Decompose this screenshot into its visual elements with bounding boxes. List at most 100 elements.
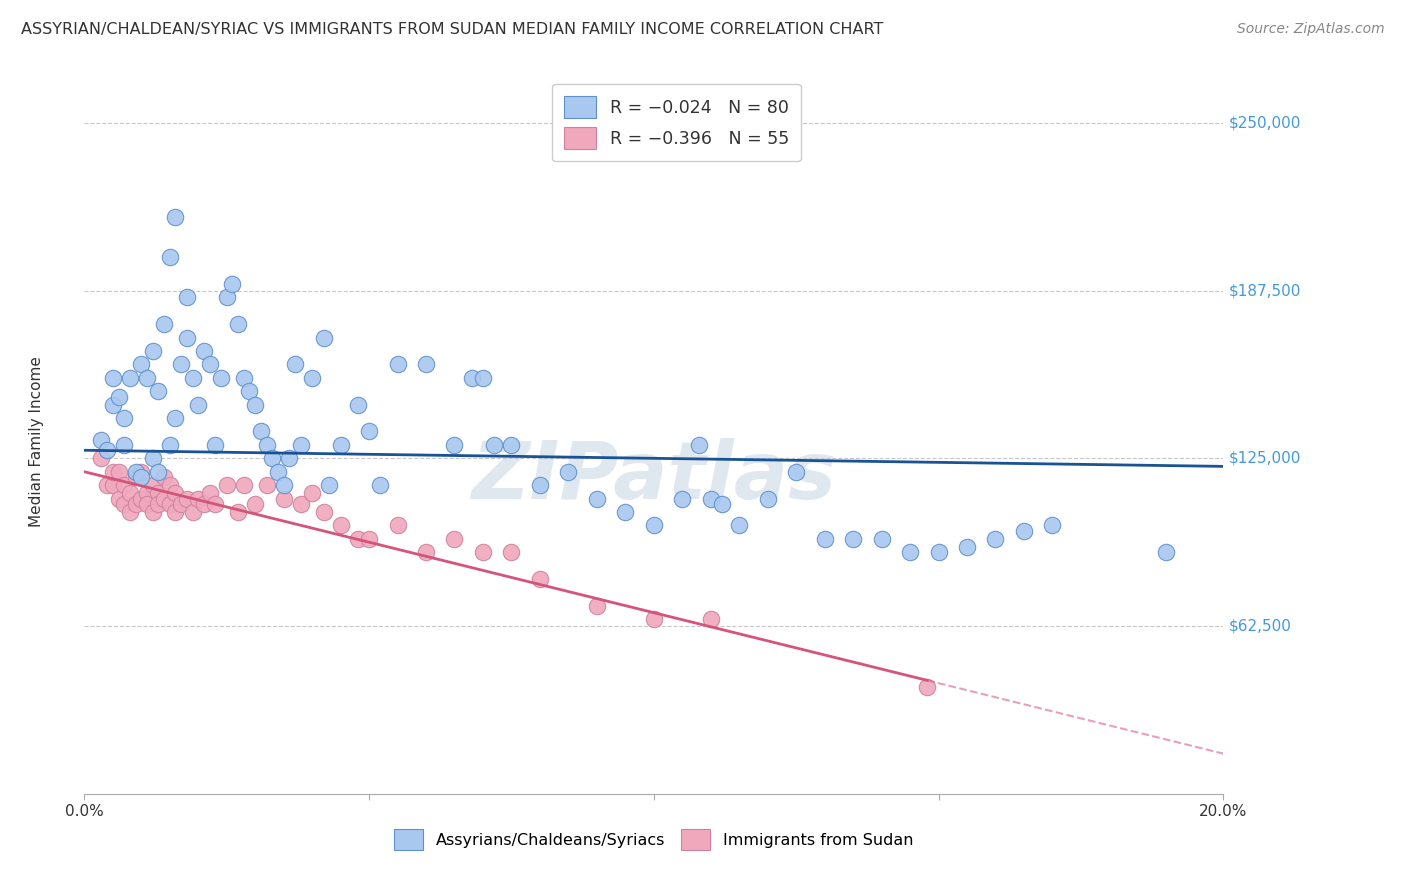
Point xyxy=(153,470,176,484)
Point xyxy=(301,371,323,385)
Point xyxy=(204,438,226,452)
Point xyxy=(165,411,187,425)
Point xyxy=(187,491,209,506)
Point xyxy=(118,371,141,385)
Point xyxy=(170,497,193,511)
Point xyxy=(318,478,340,492)
Point xyxy=(232,478,254,492)
Point xyxy=(415,545,437,559)
Point xyxy=(101,398,124,412)
Text: Median Family Income: Median Family Income xyxy=(30,356,44,527)
Point xyxy=(148,497,170,511)
Point xyxy=(346,398,368,412)
Point xyxy=(250,425,273,439)
Point xyxy=(1012,524,1035,538)
Point xyxy=(176,290,198,304)
Point xyxy=(842,532,865,546)
Point xyxy=(267,465,290,479)
Point xyxy=(415,357,437,371)
Text: Source: ZipAtlas.com: Source: ZipAtlas.com xyxy=(1237,22,1385,37)
Point xyxy=(101,478,124,492)
Point xyxy=(312,505,335,519)
Point xyxy=(159,497,181,511)
Point xyxy=(278,451,301,466)
Point xyxy=(273,491,295,506)
Point xyxy=(284,357,307,371)
Point xyxy=(131,470,153,484)
Point xyxy=(159,250,181,264)
Point xyxy=(643,518,665,533)
Point xyxy=(142,343,165,358)
Point xyxy=(142,451,165,466)
Point xyxy=(238,384,260,399)
Point xyxy=(614,505,637,519)
Point xyxy=(472,545,495,559)
Point xyxy=(181,371,204,385)
Point xyxy=(226,317,249,331)
Point xyxy=(107,491,129,506)
Point xyxy=(136,486,159,500)
Point xyxy=(387,357,409,371)
Point xyxy=(165,505,187,519)
Point xyxy=(956,540,979,554)
Point xyxy=(262,451,284,466)
Point xyxy=(112,411,135,425)
Point xyxy=(460,371,482,385)
Point xyxy=(215,290,238,304)
Point xyxy=(346,532,368,546)
Point xyxy=(245,497,267,511)
Point xyxy=(159,438,181,452)
Point xyxy=(915,680,938,694)
Point xyxy=(148,384,170,399)
Text: $62,500: $62,500 xyxy=(1229,618,1292,633)
Point xyxy=(728,518,751,533)
Point xyxy=(101,465,124,479)
Point xyxy=(586,491,609,506)
Point xyxy=(148,486,170,500)
Point xyxy=(387,518,409,533)
Text: ASSYRIAN/CHALDEAN/SYRIAC VS IMMIGRANTS FROM SUDAN MEDIAN FAMILY INCOME CORRELATI: ASSYRIAN/CHALDEAN/SYRIAC VS IMMIGRANTS F… xyxy=(21,22,883,37)
Text: ZIPatlas: ZIPatlas xyxy=(471,438,837,516)
Point xyxy=(112,497,135,511)
Point xyxy=(142,505,165,519)
Point xyxy=(198,357,221,371)
Point xyxy=(870,532,893,546)
Point xyxy=(176,330,198,344)
Point xyxy=(124,497,146,511)
Point xyxy=(245,398,267,412)
Point xyxy=(898,545,921,559)
Point xyxy=(148,465,170,479)
Text: $125,000: $125,000 xyxy=(1229,450,1302,466)
Point xyxy=(96,478,118,492)
Point xyxy=(142,478,165,492)
Point xyxy=(226,505,249,519)
Point xyxy=(153,317,176,331)
Point xyxy=(557,465,579,479)
Point xyxy=(131,465,153,479)
Point xyxy=(232,371,254,385)
Point xyxy=(90,451,112,466)
Point xyxy=(443,438,465,452)
Point xyxy=(290,438,312,452)
Point xyxy=(170,357,193,371)
Point xyxy=(112,478,135,492)
Point xyxy=(118,505,141,519)
Point xyxy=(198,486,221,500)
Point xyxy=(711,497,734,511)
Point xyxy=(1042,518,1064,533)
Point xyxy=(221,277,243,291)
Point xyxy=(193,497,215,511)
Point xyxy=(165,486,187,500)
Point xyxy=(688,438,710,452)
Point xyxy=(529,478,551,492)
Point xyxy=(443,532,465,546)
Point xyxy=(101,371,124,385)
Point xyxy=(136,497,159,511)
Point xyxy=(215,478,238,492)
Point xyxy=(501,438,523,452)
Text: $187,500: $187,500 xyxy=(1229,283,1302,298)
Point xyxy=(112,438,135,452)
Point xyxy=(984,532,1007,546)
Point xyxy=(131,491,153,506)
Point xyxy=(700,612,723,626)
